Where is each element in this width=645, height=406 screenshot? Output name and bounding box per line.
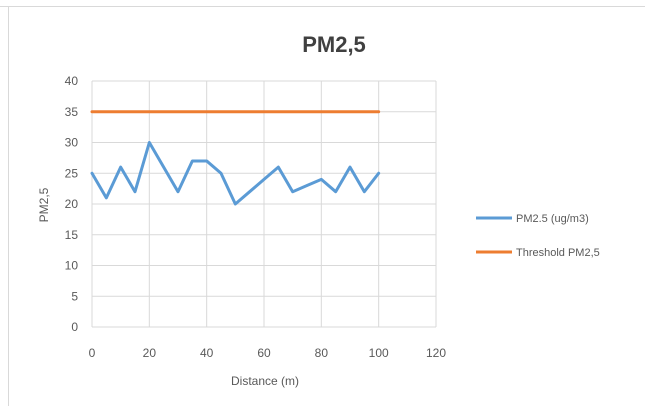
legend: PM2.5 (ug/m3) Threshold PM2,5: [476, 213, 600, 259]
x-tick-label: 0: [89, 346, 96, 360]
x-tick-label: 40: [200, 346, 214, 360]
x-tick-label: 80: [315, 346, 329, 360]
gridlines: [91, 80, 437, 328]
y-tick-label: 5: [71, 289, 78, 303]
y-tick-label: 30: [65, 136, 79, 150]
y-tick-labels: 0 5 10 15 20 25 30 35 40: [65, 74, 79, 334]
x-tick-label: 100: [369, 346, 389, 360]
chart-frame-top-border: [0, 6, 645, 7]
y-axis-title: PM2,5: [37, 187, 51, 222]
legend-label-1: PM2.5 (ug/m3): [516, 213, 589, 225]
x-tick-label: 20: [143, 346, 157, 360]
y-tick-label: 20: [65, 197, 79, 211]
y-tick-label: 0: [71, 320, 78, 334]
series-lines: [90, 110, 381, 206]
x-tick-label: 60: [257, 346, 271, 360]
y-tick-label: 10: [65, 259, 79, 273]
x-tick-label: 120: [426, 346, 446, 360]
y-tick-label: 35: [65, 105, 79, 119]
legend-label-2: Threshold PM2,5: [516, 247, 600, 259]
y-tick-label: 15: [65, 228, 79, 242]
chart-frame-left-border: [8, 6, 9, 406]
x-axis-title: Distance (m): [231, 374, 299, 388]
x-tick-labels: 0 20 40 60 80 100 120: [89, 346, 447, 360]
series-line-1: [90, 141, 381, 206]
y-tick-label: 25: [65, 166, 79, 180]
y-tick-label: 40: [65, 74, 79, 88]
chart-title: PM2,5: [302, 32, 366, 57]
